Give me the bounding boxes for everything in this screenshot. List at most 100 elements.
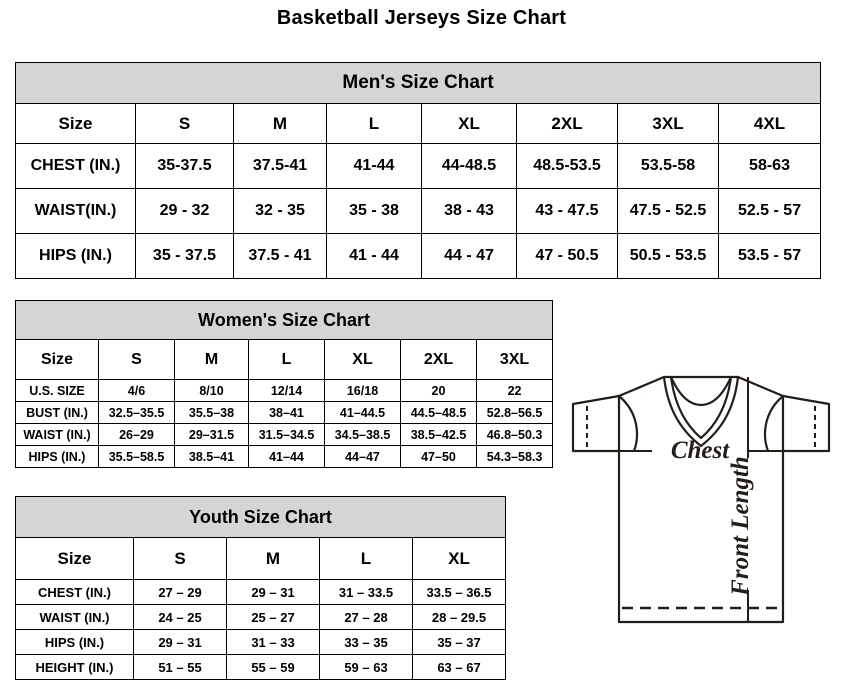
table-cell: 35 - 38 (326, 188, 422, 234)
table-cell: 31 – 33.5 (319, 579, 413, 605)
table-cell: 47 - 50.5 (516, 233, 618, 279)
table-cell: 27 – 28 (319, 604, 413, 630)
table-cell: 31.5–34.5 (248, 423, 325, 446)
mens-col-2xl: 2XL (516, 103, 618, 144)
mens-col-4xl: 4XL (717, 103, 822, 144)
table-cell: 47–50 (400, 445, 477, 468)
table-cell: 37.5 - 41 (233, 233, 327, 279)
table-row: HIPS (IN.) 35.5–58.5 38.5–41 41–44 44–47… (15, 445, 554, 468)
sleeve-hem-dashed-lines (586, 406, 816, 451)
table-cell: 29 – 31 (133, 629, 227, 655)
mens-row-label-waist: WAIST(IN.) (15, 188, 136, 234)
table-cell: 8/10 (174, 379, 249, 402)
table-cell: 37.5-41 (233, 143, 327, 189)
page-title: Basketball Jerseys Size Chart (276, 7, 567, 29)
table-row: HIPS (IN.) 35 - 37.5 37.5 - 41 41 - 44 4… (15, 233, 822, 279)
table-cell: 44 - 47 (421, 233, 517, 279)
mens-col-s: S (135, 103, 234, 144)
table-row: CHEST (IN.) 35-37.5 37.5-41 41-44 44-48.… (15, 143, 822, 189)
womens-col-l: L (248, 339, 325, 380)
table-row: WAIST(IN.) 29 - 32 32 - 35 35 - 38 38 - … (15, 188, 822, 234)
youth-col-l: L (319, 537, 413, 580)
mens-column-header-row: Size S M L XL 2XL 3XL 4XL (15, 103, 822, 144)
table-cell: 55 – 59 (226, 654, 320, 680)
youth-size-chart-table: Youth Size Chart Size S M L XL CHEST (IN… (14, 496, 507, 680)
table-cell: 29–31.5 (174, 423, 249, 446)
table-cell: 59 – 63 (319, 654, 413, 680)
table-cell: 38.5–41 (174, 445, 249, 468)
table-cell: 25 – 27 (226, 604, 320, 630)
mens-banner-row: Men's Size Chart (14, 62, 822, 104)
youth-col-xl: XL (411, 537, 507, 580)
table-cell: 50.5 - 53.5 (617, 233, 719, 279)
mens-chart-banner: Men's Size Chart (14, 62, 822, 104)
table-cell: 44–47 (324, 445, 401, 468)
table-row: HEIGHT (IN.) 51 – 55 55 – 59 59 – 63 63 … (15, 654, 507, 680)
table-cell: 52.5 - 57 (717, 188, 822, 234)
front-length-label: Front Length (727, 456, 754, 597)
table-cell: 38.5–42.5 (400, 423, 477, 446)
table-cell: 47.5 - 52.5 (617, 188, 719, 234)
table-cell: 32 - 35 (233, 188, 327, 234)
youth-row-label-chest: CHEST (IN.) (15, 579, 134, 605)
youth-banner-row: Youth Size Chart (14, 496, 507, 538)
table-row: WAIST (IN.) 24 – 25 25 – 27 27 – 28 28 –… (15, 604, 507, 630)
table-cell: 32.5–35.5 (98, 401, 175, 424)
table-cell: 54.3–58.3 (475, 445, 554, 468)
table-cell: 63 – 67 (411, 654, 507, 680)
mens-row-label-chest: CHEST (IN.) (15, 143, 136, 189)
womens-col-3xl: 3XL (475, 339, 554, 380)
table-cell: 58-63 (717, 143, 822, 189)
table-cell: 28 – 29.5 (411, 604, 507, 630)
table-cell: 24 – 25 (133, 604, 227, 630)
womens-chart-banner: Women's Size Chart (14, 300, 554, 340)
table-cell: 35.5–58.5 (98, 445, 175, 468)
table-row: WAIST (IN.) 26–29 29–31.5 31.5–34.5 34.5… (15, 423, 554, 446)
womens-col-2xl: 2XL (400, 339, 477, 380)
womens-row-label-hips: HIPS (IN.) (15, 445, 99, 468)
table-cell: 44-48.5 (421, 143, 517, 189)
table-cell: 4/6 (98, 379, 175, 402)
table-cell: 35 - 37.5 (135, 233, 234, 279)
womens-col-m: M (174, 339, 249, 380)
table-cell: 35.5–38 (174, 401, 249, 424)
youth-col-m: M (226, 537, 320, 580)
table-cell: 16/18 (324, 379, 401, 402)
mens-col-l: L (326, 103, 422, 144)
youth-row-label-hips: HIPS (IN.) (15, 629, 134, 655)
table-cell: 35 – 37 (411, 629, 507, 655)
mens-row-label-hips: HIPS (IN.) (15, 233, 136, 279)
chest-label: Chest (671, 437, 730, 464)
youth-col-size: Size (15, 537, 134, 580)
table-cell: 41–44 (248, 445, 325, 468)
womens-column-header-row: Size S M L XL 2XL 3XL (15, 339, 554, 380)
youth-row-label-height: HEIGHT (IN.) (15, 654, 134, 680)
table-cell: 38–41 (248, 401, 325, 424)
table-cell: 20 (400, 379, 477, 402)
mens-col-m: M (233, 103, 327, 144)
womens-banner-row: Women's Size Chart (14, 300, 554, 340)
youth-chart-banner: Youth Size Chart (14, 496, 507, 538)
jersey-measurement-diagram: Chest Front Length (540, 350, 840, 670)
womens-row-label-waist: WAIST (IN.) (15, 423, 99, 446)
table-cell: 38 - 43 (421, 188, 517, 234)
womens-row-label-bust: BUST (IN.) (15, 401, 99, 424)
womens-col-s: S (98, 339, 175, 380)
table-cell: 44.5–48.5 (400, 401, 477, 424)
mens-col-size: Size (15, 103, 136, 144)
table-cell: 33 – 35 (319, 629, 413, 655)
table-cell: 41–44.5 (324, 401, 401, 424)
table-cell: 33.5 – 36.5 (411, 579, 507, 605)
table-cell: 31 – 33 (226, 629, 320, 655)
table-cell: 12/14 (248, 379, 325, 402)
womens-col-size: Size (15, 339, 99, 380)
table-cell: 53.5 - 57 (717, 233, 822, 279)
table-cell: 43 - 47.5 (516, 188, 618, 234)
table-cell: 41 - 44 (326, 233, 422, 279)
table-row: BUST (IN.) 32.5–35.5 35.5–38 38–41 41–44… (15, 401, 554, 424)
table-cell: 27 – 29 (133, 579, 227, 605)
table-cell: 51 – 55 (133, 654, 227, 680)
table-row: CHEST (IN.) 27 – 29 29 – 31 31 – 33.5 33… (15, 579, 507, 605)
table-cell: 48.5-53.5 (516, 143, 618, 189)
mens-col-3xl: 3XL (617, 103, 719, 144)
